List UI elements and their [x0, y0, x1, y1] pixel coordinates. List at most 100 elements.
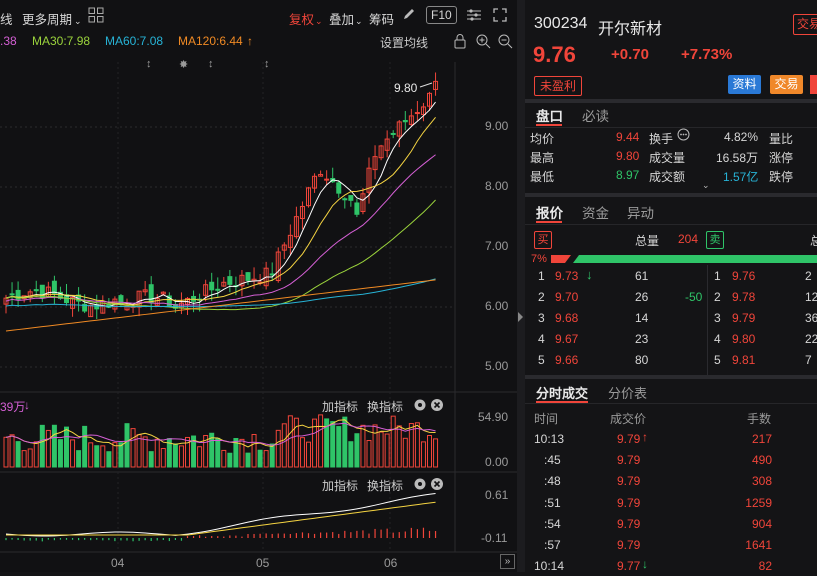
buy-level-row[interactable]: 1 9.73 ↓ 61 — [525, 266, 817, 286]
volume-bar — [420, 441, 426, 468]
buy-level-row[interactable]: 2 9.70 26 -50 — [525, 287, 817, 307]
tab-tick-trades[interactable]: 分时成交 — [536, 386, 589, 401]
volume-bar — [64, 426, 69, 468]
candle-body — [70, 296, 76, 309]
switch-indicator-button[interactable]: 换指标 — [367, 479, 404, 493]
event-marker[interactable]: ✸ — [179, 59, 189, 71]
volume-value: 16.58万 — [716, 151, 759, 165]
trade-button-orange[interactable]: 交易 — [770, 75, 803, 94]
settings-sliders-icon[interactable] — [466, 7, 482, 26]
settings-gear-icon[interactable] — [413, 398, 427, 415]
overlay-dropdown[interactable]: 叠加⌄ — [329, 9, 363, 28]
event-marker[interactable]: ↕ — [146, 58, 152, 70]
total-volume-value: 204 — [678, 232, 699, 246]
tick-volume: 904 — [751, 516, 772, 531]
close-icon[interactable] — [430, 477, 444, 494]
f10-button[interactable]: F10 — [426, 6, 457, 24]
add-indicator-button[interactable]: 加指标 — [322, 479, 359, 493]
bid-volume: 14 — [635, 311, 649, 325]
candle-body — [366, 167, 372, 193]
tick-row[interactable]: :51 9.79 1259 — [525, 493, 817, 513]
ma30-line — [5, 199, 436, 311]
close-icon[interactable] — [430, 398, 444, 415]
event-marker[interactable]: ↕ — [264, 58, 270, 70]
kline-chart[interactable] — [0, 52, 517, 572]
volume-bar — [124, 423, 130, 468]
volume-bar — [227, 452, 233, 468]
zoom-out-icon[interactable] — [497, 33, 513, 52]
volume-bar — [427, 435, 432, 468]
volume-bar — [281, 423, 287, 468]
turnover-value: 4.82% — [724, 130, 759, 144]
volume-bar — [112, 442, 118, 468]
trade-button[interactable]: 交易 — [793, 14, 817, 35]
volume-bar — [100, 445, 106, 468]
scroll-right-button[interactable]: » — [500, 554, 515, 569]
tab-price-table[interactable]: 分价表 — [608, 386, 648, 401]
buy-level-row[interactable]: 5 9.66 80 — [525, 350, 817, 370]
ma120-line — [5, 279, 436, 332]
tick-row[interactable]: :48 9.79 308 — [525, 471, 817, 491]
ask-volume: 12 — [805, 290, 817, 304]
more-periods-dropdown[interactable]: 更多周期 ⌄ — [22, 9, 82, 28]
chip-button[interactable]: 筹码 — [369, 13, 395, 27]
tab-funds[interactable]: 资金 — [582, 206, 609, 221]
event-marker[interactable]: ↕ — [208, 58, 214, 70]
tick-row[interactable]: 10:13 9.79 ↑ 217 — [525, 429, 817, 449]
chart-panel[interactable]: 线 更多周期 ⌄ 复权⌄ 叠加⌄ 筹码 F10 .38 MA30:7.98 MA6… — [0, 0, 517, 572]
volume-bar — [76, 450, 82, 468]
info-button[interactable]: 资料 — [728, 75, 761, 94]
volume-bar — [27, 448, 33, 468]
volume-bar — [88, 442, 94, 468]
limit-up-label: 涨停 — [769, 151, 794, 165]
volume-bar — [408, 423, 414, 468]
volume-bar — [51, 424, 57, 468]
volume-bar — [154, 438, 160, 468]
tick-price: 9.79 — [617, 538, 641, 552]
chevron-down-icon: ⌄ — [315, 16, 323, 26]
draw-pen-icon[interactable] — [402, 7, 416, 24]
tick-volume: 1259 — [745, 495, 772, 510]
quote-panel: 300234 开尔新材 交易 9.76 +0.70 +7.73% 未盈利 资料 … — [525, 0, 817, 573]
ma-settings-button[interactable]: 设置均线 — [380, 36, 429, 50]
period-tab-partial[interactable]: 线 — [0, 13, 13, 27]
volume-bar — [299, 437, 305, 468]
total-volume-label-partial: 总 — [810, 234, 817, 248]
tick-row[interactable]: 10:14 9.77 ↓ 82 — [525, 556, 817, 576]
zoom-in-icon[interactable] — [475, 33, 491, 52]
tick-time: :48 — [544, 474, 561, 489]
chevron-down-icon[interactable]: ⌄ — [702, 180, 710, 190]
expand-icon[interactable] — [492, 7, 508, 26]
tick-volume: 1641 — [745, 538, 772, 552]
candle-body — [9, 293, 15, 296]
price-change: +0.70 — [611, 46, 649, 63]
lock-icon[interactable] — [453, 33, 467, 52]
tick-row[interactable]: :45 9.79 490 — [525, 450, 817, 470]
candle-body — [148, 284, 154, 304]
ma5-line — [5, 101, 436, 308]
switch-indicator-button[interactable]: 换指标 — [367, 400, 404, 414]
grid-layout-icon[interactable] — [88, 7, 104, 26]
tab-pankou[interactable]: 盘口 — [536, 109, 563, 124]
tick-row[interactable]: :57 9.79 1641 — [525, 535, 817, 555]
add-indicator-button[interactable]: 加指标 — [322, 400, 359, 414]
price-axis-label: 9.00 — [485, 119, 509, 133]
buy-level-row[interactable]: 4 9.67 23 — [525, 329, 817, 349]
tab-bidu[interactable]: 必读 — [582, 109, 609, 124]
info-circle-icon[interactable] — [677, 128, 690, 144]
volume-bar — [257, 449, 263, 468]
ask-price: 9.76 — [732, 269, 756, 283]
trade-button-red-partial[interactable] — [810, 75, 817, 94]
high-value: 9.80 — [616, 149, 640, 163]
tab-underline — [536, 221, 562, 223]
tick-row[interactable]: :54 9.79 904 — [525, 514, 817, 534]
buy-level-row[interactable]: 3 9.68 14 — [525, 308, 817, 328]
tab-quote[interactable]: 报价 — [536, 206, 563, 221]
fuquan-dropdown[interactable]: 复权⌄ — [289, 9, 323, 28]
panel-splitter[interactable] — [517, 0, 525, 572]
tab-abnormal[interactable]: 异动 — [627, 206, 654, 221]
amount-value[interactable]: 1.57亿 — [723, 170, 759, 184]
low-value: 8.97 — [616, 168, 640, 182]
collapse-arrow-icon[interactable] — [518, 312, 523, 322]
settings-gear-icon[interactable] — [413, 477, 427, 494]
